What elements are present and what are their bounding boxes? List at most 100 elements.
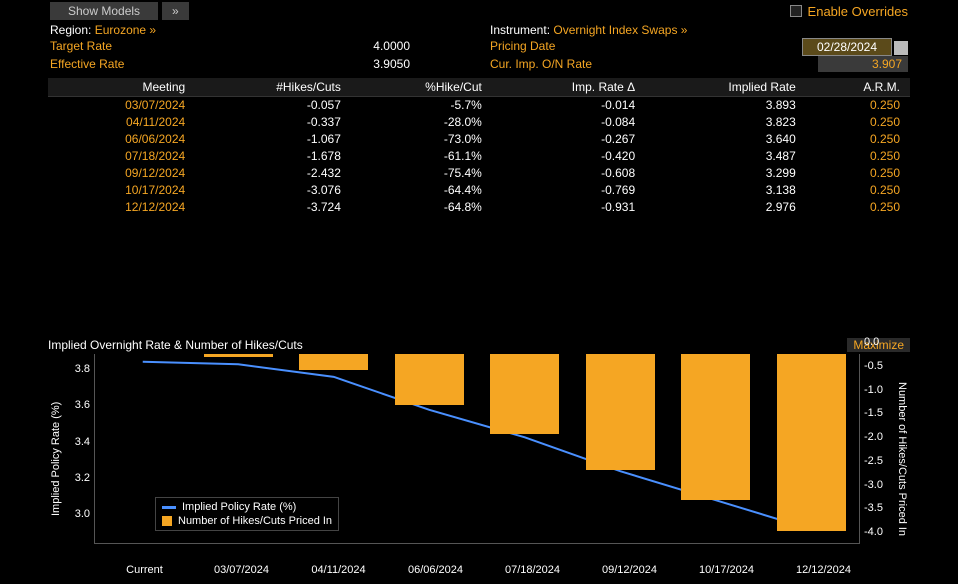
table-cell: -0.608 [492, 165, 645, 182]
chart-bar [490, 354, 559, 434]
table-cell: -73.0% [351, 131, 492, 148]
table-cell: 10/17/2024 [48, 182, 195, 199]
calendar-icon[interactable] [894, 41, 908, 55]
table-cell: 09/12/2024 [48, 165, 195, 182]
chart-bar [395, 354, 464, 405]
table-cell: -0.057 [195, 97, 351, 115]
x-axis-tick: 04/11/2024 [290, 564, 387, 576]
y-right-tick: -0.5 [864, 360, 883, 372]
table-cell: -1.678 [195, 148, 351, 165]
table-cell: -0.014 [492, 97, 645, 115]
chart-legend: Implied Policy Rate (%) Number of Hikes/… [155, 497, 339, 531]
table-header: %Hike/Cut [351, 78, 492, 97]
show-models-button[interactable]: Show Models [50, 2, 158, 20]
y-left-tick: 3.6 [75, 399, 90, 411]
effective-rate-value: 3.9050 [310, 56, 430, 72]
instrument-value[interactable]: Overnight Index Swaps » [553, 23, 687, 37]
chart-bar [299, 354, 368, 370]
x-axis-tick: 09/12/2024 [581, 564, 678, 576]
target-rate-label: Target Rate [50, 38, 310, 56]
chart-bar [681, 354, 750, 500]
chart-bar [204, 354, 273, 357]
x-axis-tick: 07/18/2024 [484, 564, 581, 576]
table-header: Imp. Rate Δ [492, 78, 645, 97]
x-axis-tick: 10/17/2024 [678, 564, 775, 576]
y-right-axis-label: Number of Hikes/Cuts Priced In [894, 354, 910, 564]
legend-swatch-line [162, 506, 176, 509]
table-cell: 03/07/2024 [48, 97, 195, 115]
enable-overrides-label: Enable Overrides [808, 4, 908, 19]
table-cell: -0.420 [492, 148, 645, 165]
y-left-tick: 3.8 [75, 363, 90, 375]
table-cell: -3.076 [195, 182, 351, 199]
y-right-tick: -2.5 [864, 455, 883, 467]
x-axis-tick: Current [96, 564, 193, 576]
legend-line-label: Implied Policy Rate (%) [182, 500, 296, 514]
table-cell: 0.250 [806, 114, 910, 131]
table-cell: 0.250 [806, 165, 910, 182]
y-right-tick: -1.5 [864, 407, 883, 419]
table-cell: 0.250 [806, 148, 910, 165]
table-cell: 3.487 [645, 148, 806, 165]
table-row: 03/07/2024-0.057-5.7%-0.0143.8930.250 [48, 97, 910, 115]
table-row: 12/12/2024-3.724-64.8%-0.9312.9760.250 [48, 199, 910, 216]
table-row: 07/18/2024-1.678-61.1%-0.4203.4870.250 [48, 148, 910, 165]
table-cell: 07/18/2024 [48, 148, 195, 165]
chart-title: Implied Overnight Rate & Number of Hikes… [48, 338, 847, 352]
pricing-date-input[interactable]: 02/28/2024 [802, 38, 892, 56]
chart-plot: Implied Policy Rate (%) Number of Hikes/… [94, 354, 860, 544]
table-cell: -0.267 [492, 131, 645, 148]
instrument-label: Instrument: [490, 23, 550, 37]
y-right-axis: 0.0-0.5-1.0-1.5-2.0-2.5-3.0-3.5-4.0 [860, 354, 894, 544]
x-axis-labels: Current03/07/202404/11/202406/06/202407/… [96, 564, 872, 576]
y-right-tick: -1.0 [864, 384, 883, 396]
table-row: 10/17/2024-3.076-64.4%-0.7693.1380.250 [48, 182, 910, 199]
table-cell: 3.299 [645, 165, 806, 182]
y-right-tick: -3.0 [864, 479, 883, 491]
y-left-tick: 3.4 [75, 436, 90, 448]
table-row: 06/06/2024-1.067-73.0%-0.2673.6400.250 [48, 131, 910, 148]
table-cell: 04/11/2024 [48, 114, 195, 131]
table-cell: -0.769 [492, 182, 645, 199]
arrows-button[interactable]: » [162, 2, 189, 20]
cur-imp-value: 3.907 [818, 56, 908, 72]
y-right-tick: -4.0 [864, 526, 883, 538]
table-cell: -28.0% [351, 114, 492, 131]
chart-bar [586, 354, 655, 470]
table-cell: -1.067 [195, 131, 351, 148]
table-cell: -2.432 [195, 165, 351, 182]
table-cell: 2.976 [645, 199, 806, 216]
table-cell: 0.250 [806, 131, 910, 148]
table-cell: 3.823 [645, 114, 806, 131]
table-cell: 3.138 [645, 182, 806, 199]
table-cell: 0.250 [806, 199, 910, 216]
rates-table: Meeting#Hikes/Cuts%Hike/CutImp. Rate ΔIm… [48, 78, 910, 336]
effective-rate-label: Effective Rate [50, 56, 310, 72]
table-cell: -0.337 [195, 114, 351, 131]
y-left-tick: 3.0 [75, 508, 90, 520]
chart-bar [777, 354, 846, 531]
table-cell: 0.250 [806, 182, 910, 199]
target-rate-value: 4.0000 [310, 38, 430, 56]
table-header: Implied Rate [645, 78, 806, 97]
table-cell: -3.724 [195, 199, 351, 216]
table-cell: -75.4% [351, 165, 492, 182]
table-cell: -64.4% [351, 182, 492, 199]
legend-swatch-bar [162, 516, 172, 526]
table-cell: 06/06/2024 [48, 131, 195, 148]
y-right-tick: -2.0 [864, 431, 883, 443]
x-axis-tick: 12/12/2024 [775, 564, 872, 576]
checkbox-icon [790, 5, 802, 17]
table-cell: 0.250 [806, 97, 910, 115]
pricing-date-label: Pricing Date [490, 39, 555, 53]
region-value[interactable]: Eurozone » [95, 23, 156, 37]
x-axis-tick: 06/06/2024 [387, 564, 484, 576]
x-axis-tick: 03/07/2024 [193, 564, 290, 576]
y-right-tick: -3.5 [864, 502, 883, 514]
table-header: A.R.M. [806, 78, 910, 97]
table-cell: 3.640 [645, 131, 806, 148]
cur-imp-label: Cur. Imp. O/N Rate [490, 57, 592, 71]
enable-overrides-toggle[interactable]: Enable Overrides [790, 4, 908, 19]
y-right-tick: 0.0 [864, 336, 879, 348]
table-cell: -0.084 [492, 114, 645, 131]
